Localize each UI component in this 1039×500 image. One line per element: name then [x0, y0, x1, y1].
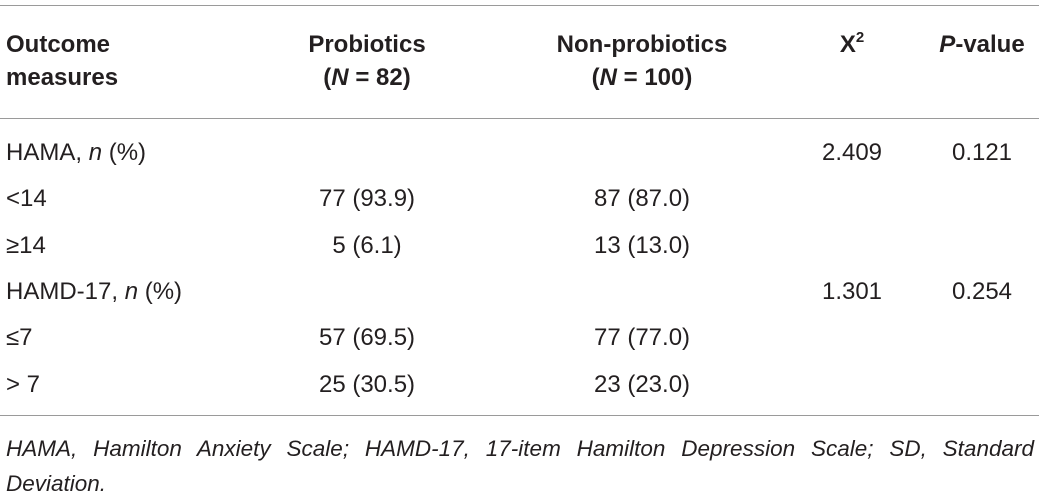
row-label: ≤7: [6, 324, 33, 352]
row-label: HAMA, n (%): [6, 136, 146, 169]
header-text: (: [591, 64, 600, 91]
header-rule: [0, 118, 1039, 119]
row-label: > 7: [6, 370, 41, 398]
cell-value: 0.254: [951, 277, 1013, 305]
cell-value: 0.121: [951, 139, 1013, 166]
header-text: = 100): [616, 64, 693, 91]
cell-value: 77 (77.0): [593, 324, 691, 352]
footnote: HAMA, Hamilton Anxiety Scale; HAMD-17, 1…: [6, 436, 1034, 496]
header-text: Probiotics: [308, 31, 426, 58]
header-text: -value: [955, 31, 1025, 58]
cell-value: 23 (23.0): [593, 370, 691, 398]
cell-value: 13 (13.0): [593, 231, 691, 259]
header-text: Non-probiotics: [556, 31, 728, 58]
label-text: HAMA,: [6, 139, 89, 166]
bottom-rule: [0, 415, 1039, 416]
cell-value: 87 (87.0): [593, 185, 691, 213]
label-text: HAMD-17,: [6, 277, 125, 305]
header-text: 2: [855, 29, 865, 46]
top-rule: [0, 5, 1039, 6]
label-text: n: [124, 277, 139, 305]
header-cell: Outcome measures: [6, 31, 119, 91]
header-cell: P-value: [939, 28, 1024, 61]
cell-value: 5 (6.1): [332, 231, 402, 259]
row-label: <14: [6, 185, 47, 213]
header-text: N: [599, 64, 617, 91]
cell-value: 57 (69.5): [318, 324, 416, 352]
cell-value: 1.301: [821, 277, 883, 305]
header-text: (: [323, 64, 332, 91]
header-text: P: [939, 31, 956, 58]
label-text: (%): [138, 277, 183, 305]
header-cell: X2: [840, 28, 864, 61]
cell-value: 25 (30.5): [318, 370, 416, 398]
label-text: n: [88, 139, 103, 166]
row-label: ≥14: [6, 231, 46, 259]
cell-value: 2.409: [821, 139, 883, 166]
row-label: HAMD-17, n (%): [6, 275, 182, 308]
header-text: X: [839, 31, 856, 58]
cell-value: 77 (93.9): [318, 185, 416, 213]
header-text: N: [331, 64, 349, 91]
header-cell: Non-probiotics (N = 100): [557, 28, 728, 94]
header-text: = 82): [348, 64, 411, 91]
label-text: (%): [102, 139, 147, 166]
header-cell: Probiotics (N = 82): [308, 28, 425, 94]
